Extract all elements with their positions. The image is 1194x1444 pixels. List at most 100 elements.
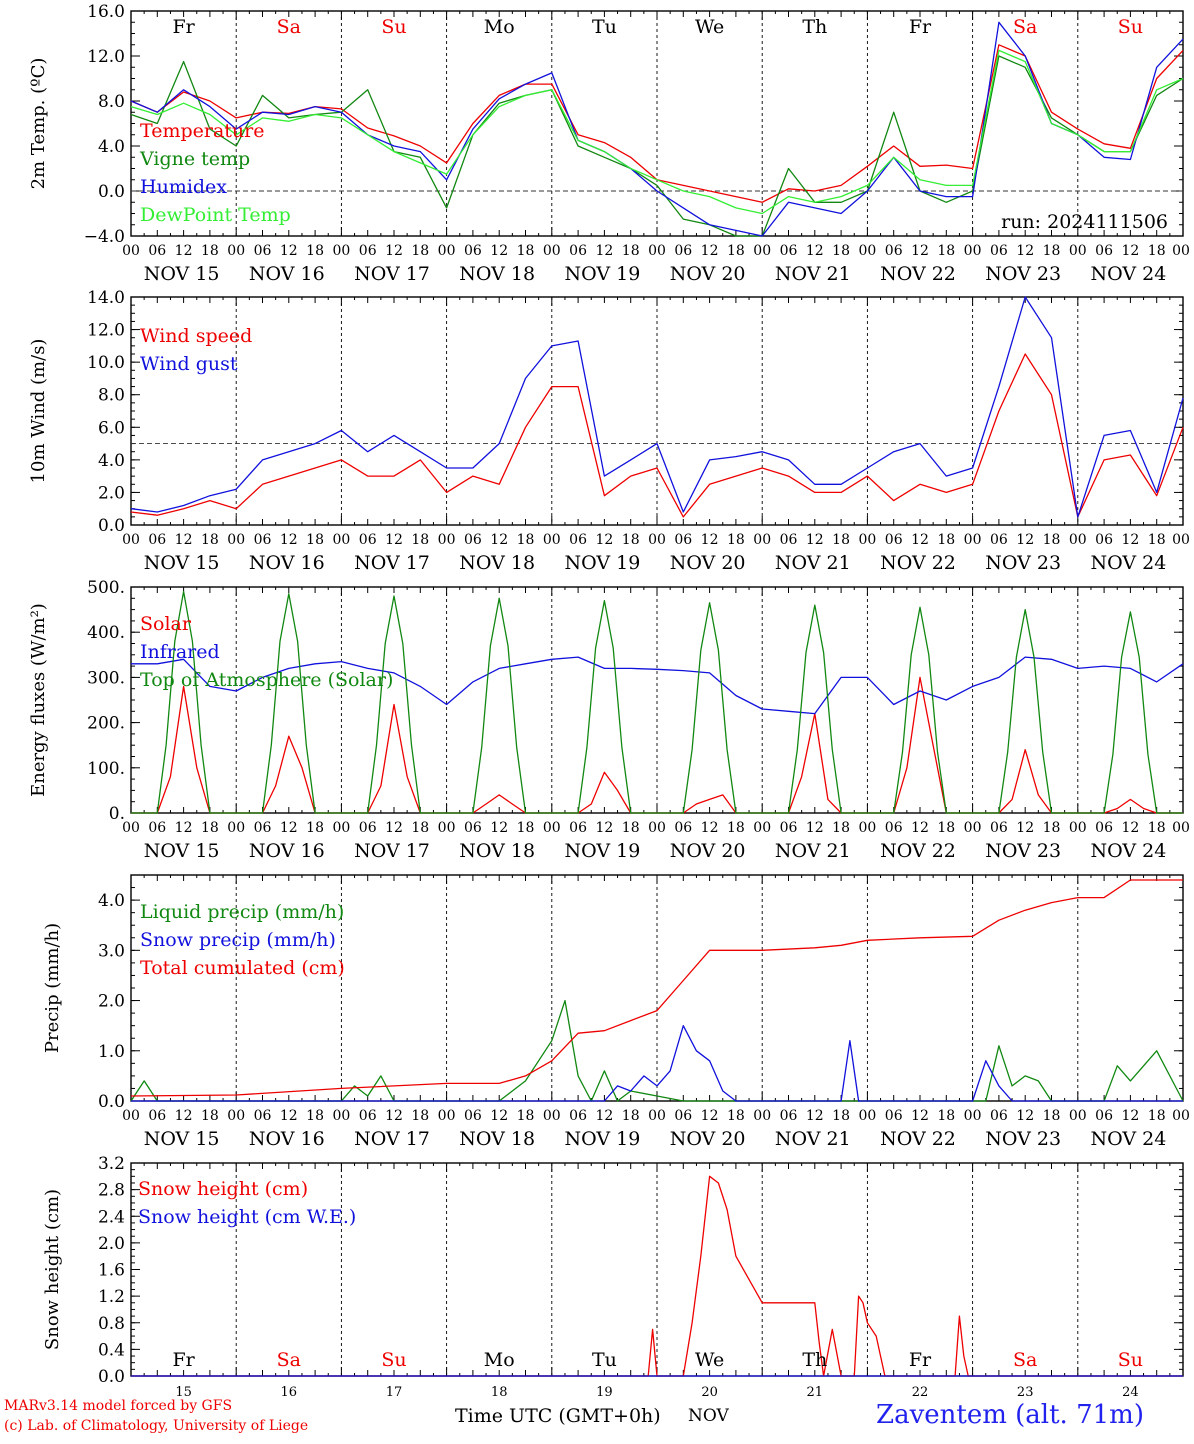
hour-tick-label: 06 [780,243,798,259]
hour-tick-label: 06 [464,532,482,548]
y-tick-label: 10.0 [87,353,125,373]
y-tick-label: 2.4 [98,1207,125,1227]
y-tick-label: 2.8 [98,1181,125,1201]
weekday-label: Fr [172,16,195,38]
y-tick-label: 0.0 [98,1092,125,1112]
series-line-top-of-atmosphere-solar [131,590,1183,814]
station-label: Zaventem (alt. 71m) [876,1400,1144,1430]
hour-tick-label: 00 [648,532,666,548]
y-axis-label: Energy fluxes (W/m²) [28,603,49,797]
date-label: NOV 15 [144,263,220,285]
date-label: NOV 22 [880,1128,956,1150]
hour-tick-label: 18 [832,1108,850,1124]
date-label: NOV 19 [564,1128,640,1150]
date-label: NOV 21 [775,263,851,285]
hour-tick-label: 12 [1121,243,1139,259]
series-line-vigne-temp [130,55,1184,237]
hour-tick-label: 18 [201,532,219,548]
date-label: NOV 20 [670,1128,746,1150]
date-label: NOV 20 [670,552,746,574]
hour-tick-label: 00 [1069,1108,1087,1124]
y-tick-label: 8.0 [98,92,125,112]
hour-tick-label: 06 [569,243,587,259]
series-line-wind-gust [130,296,1184,518]
legend-entry: Snow height (cm) [138,1178,308,1200]
date-label: NOV 15 [144,552,220,574]
y-tick-label: 2.0 [98,483,125,503]
hour-tick-label: 18 [306,1108,324,1124]
hour-tick-label: 06 [990,1108,1008,1124]
weekday-label-bottom: Mo [484,1349,515,1371]
hour-tick-label: 18 [411,532,429,548]
hour-tick-label: 12 [1016,1108,1034,1124]
hour-tick-label: 18 [306,532,324,548]
series-line-wind-speed [130,353,1184,518]
hour-tick-label: 00 [227,243,245,259]
hour-tick-label: 18 [411,243,429,259]
hour-tick-label: 12 [1016,532,1034,548]
y-tick-label: 0.8 [98,1314,125,1334]
hour-tick-label: 12 [701,243,719,259]
hour-tick-label: 06 [1095,243,1113,259]
y-tick-label: 1.6 [98,1261,125,1281]
hour-tick-label: 18 [1043,243,1061,259]
hour-tick-label: 06 [674,532,692,548]
hour-tick-label: 12 [911,532,929,548]
date-label: NOV 23 [985,1128,1061,1150]
hour-tick-label: 00 [332,1108,350,1124]
y-axis-label: Precip (mm/h) [42,923,63,1053]
hour-tick-label: 00 [543,820,561,836]
y-tick-label: 14.0 [87,288,125,308]
hour-tick-label: 12 [595,243,613,259]
hour-tick-label: 00 [1172,1108,1190,1124]
legend-entry: Vigne temp [139,148,250,170]
legend-entry: Total cumulated (cm) [140,957,345,979]
hour-tick-label: 18 [727,243,745,259]
hour-tick-label: 18 [727,1108,745,1124]
hour-tick-label: 18 [937,243,955,259]
day-number-label: 17 [386,1385,403,1400]
weekday-label-bottom: Th [802,1349,827,1371]
hour-tick-label: 12 [701,532,719,548]
hour-tick-label: 06 [148,532,166,548]
hour-tick-label: 00 [753,1108,771,1124]
month-label: NOV [688,1406,729,1426]
y-tick-label: 12.0 [87,47,125,67]
hour-tick-label: 00 [543,532,561,548]
hour-tick-label: 18 [1043,820,1061,836]
hour-tick-label: 06 [885,1108,903,1124]
copyright-note: (c) Lab. of Climatology, University of L… [4,1418,309,1434]
day-number-label: 23 [1017,1385,1034,1400]
hour-tick-label: 06 [990,820,1008,836]
hour-tick-label: 06 [885,243,903,259]
hour-tick-label: 18 [1148,532,1166,548]
weekday-label: Th [802,16,827,38]
y-tick-label: 500. [87,578,125,598]
weekday-label: Fr [909,16,932,38]
hour-tick-label: 12 [806,820,824,836]
hour-tick-label: 06 [569,532,587,548]
weekday-label-bottom: Sa [277,1349,301,1371]
hour-tick-label: 12 [490,243,508,259]
y-tick-label: 12.0 [87,321,125,341]
day-number-label: 18 [491,1385,508,1400]
hour-tick-label: 00 [438,820,456,836]
hour-tick-label: 00 [438,1108,456,1124]
y-tick-label: 400. [87,623,125,643]
y-axis-label: 2m Temp. (ºC) [28,58,49,190]
legend-entry: Top of Atmosphere (Solar) [140,669,393,691]
date-label: NOV 21 [775,840,851,862]
hour-tick-label: 06 [780,820,798,836]
y-tick-label: 3.0 [98,941,125,961]
date-label: NOV 24 [1090,1128,1166,1150]
hour-tick-label: 00 [543,1108,561,1124]
legend-entry: Infrared [140,641,220,663]
weekday-label: Su [1118,16,1143,38]
hour-tick-label: 12 [1121,1108,1139,1124]
date-label: NOV 21 [775,552,851,574]
hour-tick-label: 06 [1095,1108,1113,1124]
hour-tick-label: 18 [306,820,324,836]
weekday-label: We [695,16,724,38]
hour-tick-label: 00 [648,243,666,259]
